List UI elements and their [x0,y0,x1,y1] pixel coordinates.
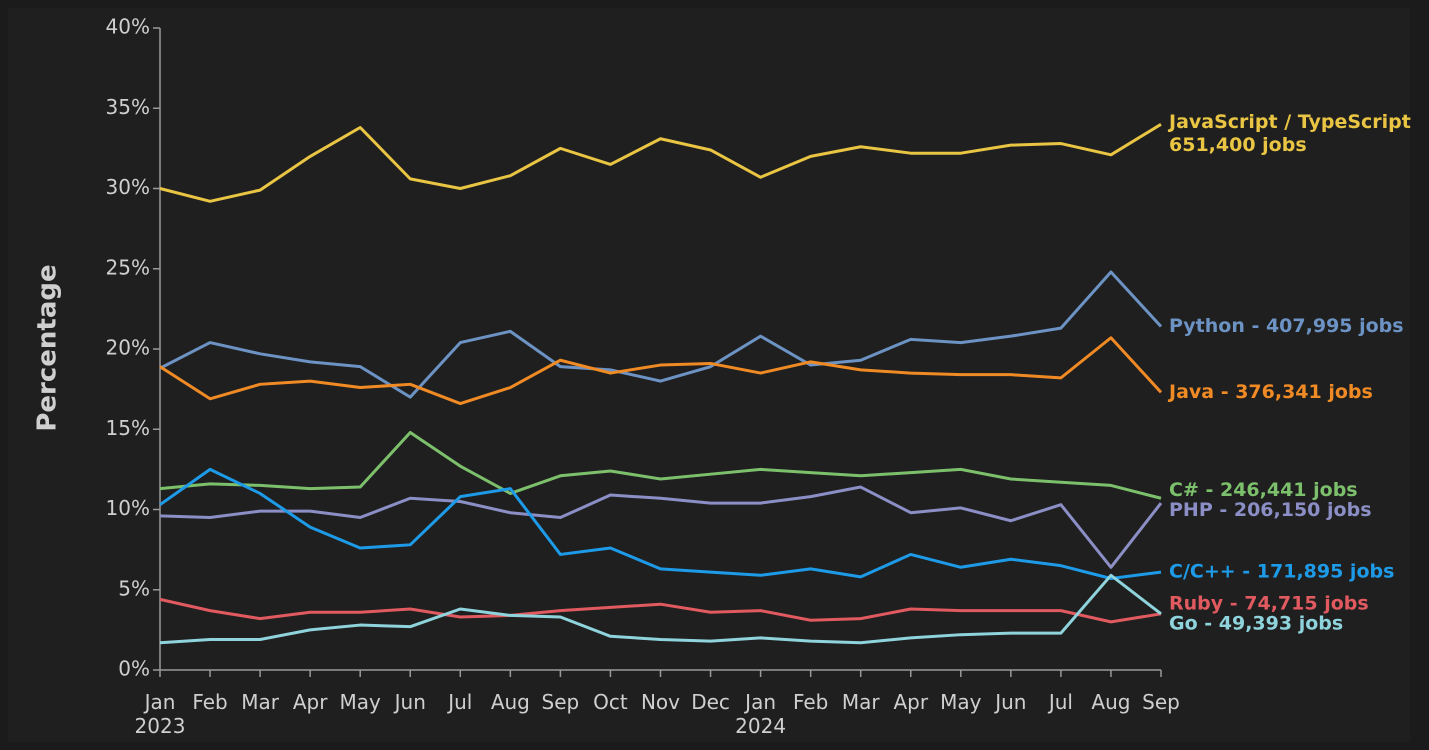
y-tick-label: 30% [106,175,150,199]
series-jobs-label: 651,400 jobs [1169,134,1307,156]
plot-background [8,8,1410,742]
x-tick-label: May [340,690,382,714]
series-line [159,467,1162,581]
series-label: JavaScript / TypeScript [1167,111,1411,133]
x-tick-label: Jan 2023 [135,690,186,738]
y-tick-label: 20% [106,336,150,360]
x-tick-label: Apr [293,690,328,714]
x-tick-label: Jun [393,690,426,714]
x-tick-label: Dec [691,690,730,714]
y-tick-label: 40% [106,15,150,39]
series-line [159,485,1163,569]
series-label: Go - 49,393 jobs [1169,612,1343,634]
series-label: C/C++ - 171,895 jobs [1169,561,1394,583]
y-tick-label: 0% [118,657,150,681]
x-tick-label: Feb [192,690,227,714]
x-tick-label: Jul [1047,690,1073,714]
x-tick-label: Jun [993,690,1026,714]
y-tick-label: 35% [106,95,150,119]
x-tick-label: Aug [1091,690,1130,714]
x-tick-label: Oct [593,690,628,714]
y-tick-label: 5% [118,576,150,600]
x-tick-label: Jan 2024 [735,690,786,738]
x-tick-label: Nov [641,690,680,714]
series-label: Java - 376,341 jobs [1167,381,1373,403]
series-line [159,336,1163,406]
x-tick-label: Mar [241,690,280,714]
series-line [159,597,1162,624]
y-tick-label: 10% [106,496,150,520]
series-line [159,123,1162,203]
y-tick-label: 25% [106,255,150,279]
series-line [159,430,1162,500]
series-label: Ruby - 74,715 jobs [1169,592,1369,614]
x-tick-label: Sep [1142,690,1180,714]
series-label: PHP - 206,150 jobs [1169,499,1372,521]
x-tick-label: Sep [542,690,580,714]
x-tick-label: Aug [491,690,530,714]
y-tick-label: 15% [106,416,150,440]
series-label: C# - 246,441 jobs [1169,479,1358,501]
x-tick-label: Feb [793,690,828,714]
series-line [159,270,1163,399]
series-line [159,573,1162,645]
series-label: Python - 407,995 jobs [1169,315,1404,337]
x-tick-label: Jul [446,690,472,714]
x-tick-label: May [940,690,982,714]
y-axis-title: Percentage [33,264,63,431]
x-tick-label: Mar [842,690,881,714]
x-tick-label: Apr [893,690,928,714]
